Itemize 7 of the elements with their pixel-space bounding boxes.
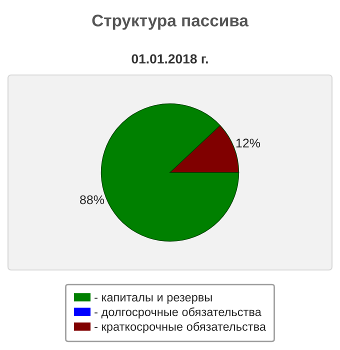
legend-label: - краткосрочные обязательства [94, 322, 266, 334]
legend-label: - капиталы и резервы [94, 295, 212, 304]
legend-label: - долгосрочные обязательства [94, 307, 262, 319]
data-label: 12% [236, 138, 260, 148]
data-label: 88% [80, 195, 104, 204]
chart-title: Структура пассива [92, 14, 249, 30]
chart-subtitle: 01.01.2018 г. [132, 54, 208, 64]
